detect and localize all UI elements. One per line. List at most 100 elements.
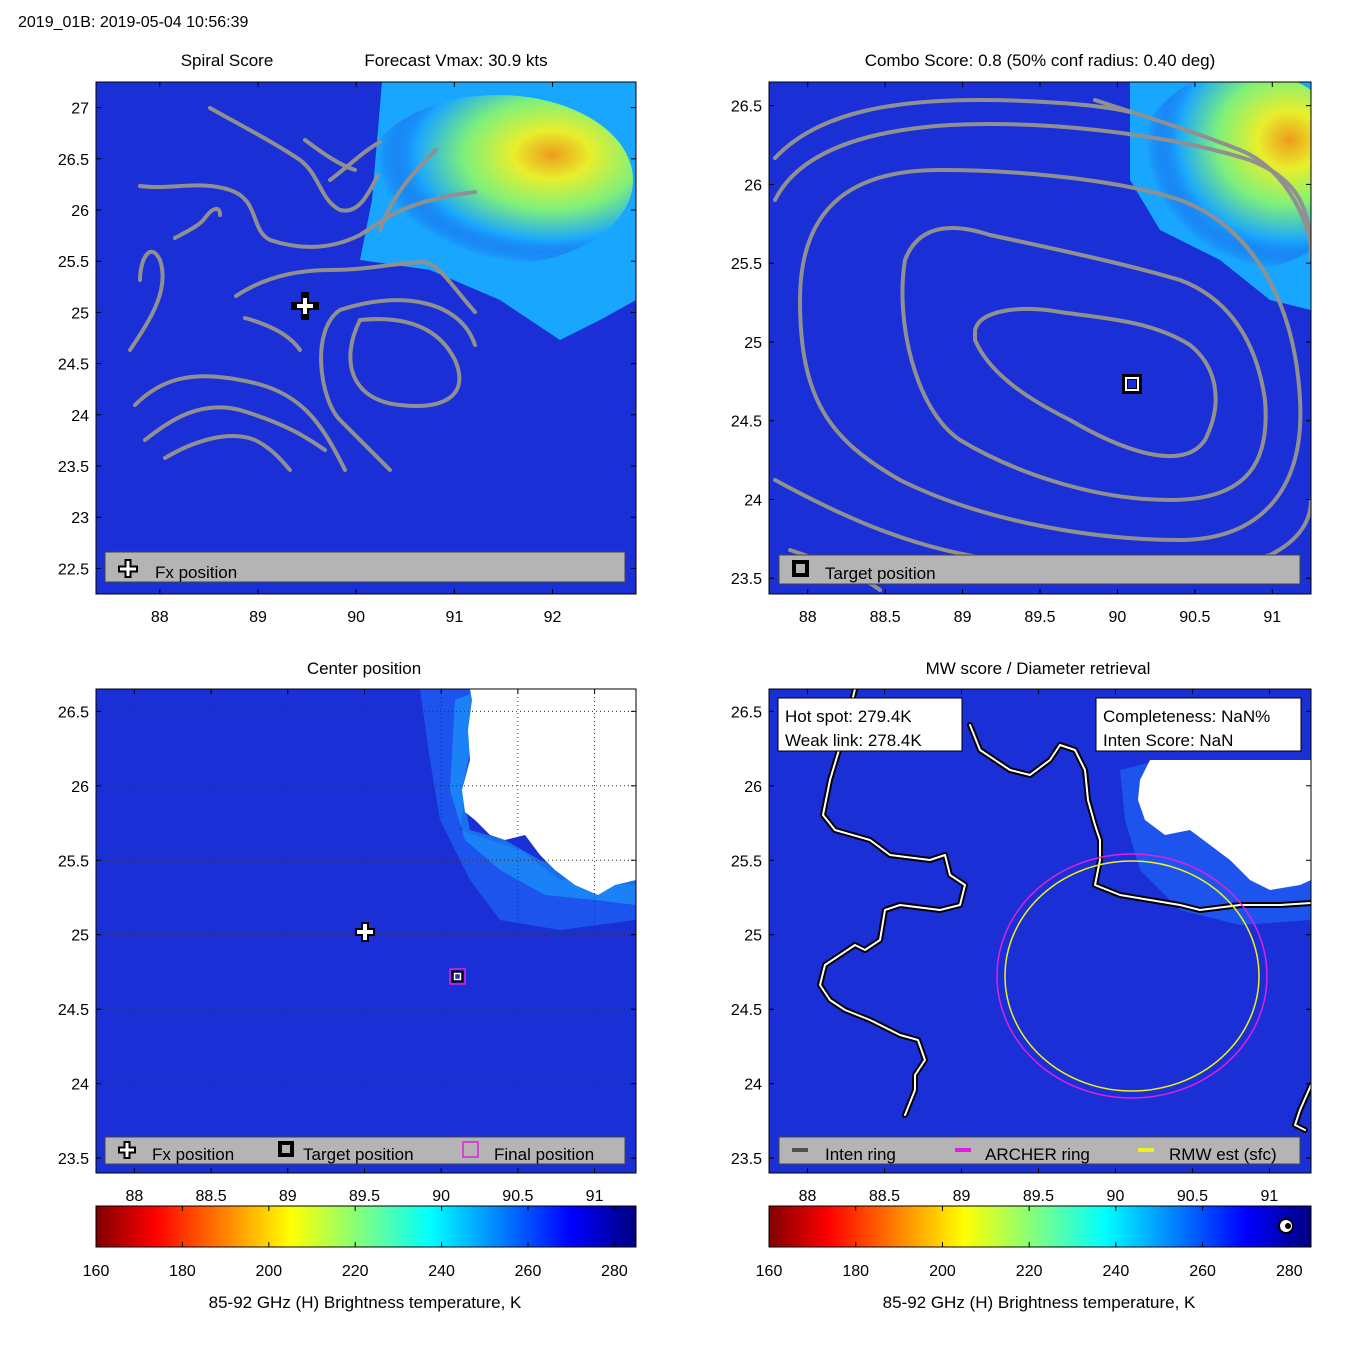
combo-ticks: 88 88.5 89 89.5 90 90.5 91 23.5 24 24.5 25 25.5 26 26… xyxy=(731,82,1311,626)
x-tick-label: 88 xyxy=(799,1188,817,1205)
center-title: Center position xyxy=(307,659,421,678)
combo-legend-target-label: Target position xyxy=(825,564,936,583)
y-tick-label: 26.5 xyxy=(58,704,89,721)
legend-fx-icon-fill xyxy=(120,561,136,576)
y-tick-label: 25.5 xyxy=(731,853,762,870)
center-final-marker xyxy=(449,968,466,985)
colorbar-left-label: 85-92 GHz (H) Brightness temperature, K xyxy=(209,1293,522,1312)
hot-spot-label: Hot spot: 279.4K xyxy=(785,707,912,726)
y-tick-label: 23 xyxy=(71,510,89,527)
center-legend-target-label: Target position xyxy=(303,1145,414,1164)
rmw-estimate-ring xyxy=(1004,860,1260,1092)
spiral-contour xyxy=(133,374,347,472)
legend-target-icon xyxy=(792,560,809,577)
mw-axes-frame xyxy=(768,688,1312,1174)
x-tick-label: 90 xyxy=(432,1188,450,1205)
center-fx-marker xyxy=(355,922,375,942)
target-position-marker xyxy=(1122,374,1142,394)
y-tick-label: 24 xyxy=(744,492,762,509)
spiral-contour xyxy=(208,106,380,213)
y-tick-label: 26 xyxy=(744,177,762,194)
x-tick-label: 89.5 xyxy=(1023,1188,1054,1205)
mw-info-right: Completeness: NaN% Inten Score: NaN xyxy=(1095,697,1302,752)
spiral-contour xyxy=(378,148,438,232)
colorbar-left-gradient xyxy=(95,1205,637,1248)
y-tick-label: 26 xyxy=(71,203,89,220)
y-tick-label: 24 xyxy=(71,408,89,425)
colorbar-right: 160 180 200 220 240 260 280 85-92 GHz (H) Brig… xyxy=(756,1205,1312,1312)
y-tick-label: 26.5 xyxy=(58,152,89,169)
center-axes-frame xyxy=(95,688,637,1174)
colorbar-tick-label: 160 xyxy=(83,1263,110,1280)
mw-legend-inten-label: Inten ring xyxy=(825,1145,896,1164)
x-tick-label: 91 xyxy=(1261,1188,1279,1205)
y-tick-label: 25 xyxy=(744,335,762,352)
y-tick-label: 25 xyxy=(71,305,89,322)
spiral-contour xyxy=(128,249,165,352)
y-tick-label: 23.5 xyxy=(58,459,89,476)
weak-link-label: Weak link: 278.4K xyxy=(785,731,922,750)
colorbar-tick-label: 200 xyxy=(929,1263,956,1280)
mw-ticks: 88 88.5 89 89.5 90 90.5 91 23.5 24 24.5 25 25.5 26 26… xyxy=(731,689,1311,1205)
combo-panel: Combo Score: 0.8 (50% conf radius: 0.40 … xyxy=(731,51,1312,626)
y-tick-label: 26 xyxy=(744,779,762,796)
x-tick-label: 89 xyxy=(954,609,972,626)
center-edge-band xyxy=(420,689,636,930)
x-tick-label: 88.5 xyxy=(195,1188,226,1205)
x-tick-label: 90.5 xyxy=(1177,1188,1208,1205)
spiral-axes-frame xyxy=(95,81,637,595)
combo-legend-box xyxy=(778,554,1301,585)
y-tick-label: 26 xyxy=(71,779,89,796)
colorbar-tick-label: 160 xyxy=(756,1263,783,1280)
inten-score-label: Inten Score: NaN xyxy=(1103,731,1233,750)
x-tick-label: 91 xyxy=(1263,609,1281,626)
spiral-vmax-label: Forecast Vmax: 30.9 kts xyxy=(364,51,547,70)
combo-contour xyxy=(773,122,1311,262)
colorbar-tick-label: 280 xyxy=(601,1263,628,1280)
colorbar-tick-label: 240 xyxy=(428,1263,455,1280)
spiral-contour xyxy=(143,405,327,452)
fx-cross-fill xyxy=(297,298,313,314)
mw-plot-area: Hot spot: 279.4K Weak link: 278.4K Compl… xyxy=(769,689,1311,1173)
inten-ring-segment-highlight xyxy=(1294,1084,1311,1131)
x-tick-label: 91 xyxy=(445,609,463,626)
spiral-score-contours xyxy=(128,106,477,472)
spiral-plot-area: Fx position xyxy=(96,82,636,594)
mw-inten-rings xyxy=(817,689,1311,1133)
y-tick-label: 25.5 xyxy=(58,254,89,271)
center-grid xyxy=(96,689,636,1173)
y-tick-label: 24 xyxy=(71,1077,89,1094)
spiral-contour xyxy=(234,259,477,314)
colorbar-right-label: 85-92 GHz (H) Brightness temperature, K xyxy=(883,1293,1196,1312)
eye-icon-pupil xyxy=(1285,1223,1291,1229)
y-tick-label: 25.5 xyxy=(731,256,762,273)
combo-legend: Target position xyxy=(778,554,1301,585)
y-tick-label: 24.5 xyxy=(58,357,89,374)
colorbar-left-ticks: 160 180 200 220 240 260 280 xyxy=(83,1206,628,1280)
x-tick-label: 89.5 xyxy=(1024,609,1055,626)
spiral-ticks: 88 89 90 91 92 22.5 23 23.5 24 24.5 25 25.5 26 26.5 27 xyxy=(58,82,636,626)
x-tick-label: 88 xyxy=(151,609,169,626)
spiral-contour xyxy=(319,298,477,472)
target-square-fill xyxy=(1125,377,1139,391)
colorbar-tick-label: 180 xyxy=(842,1263,869,1280)
final-position-square xyxy=(449,968,466,985)
combo-contour xyxy=(973,307,1218,459)
combo-contour xyxy=(797,167,1303,543)
center-legend-fx-icon-fill xyxy=(120,1143,134,1157)
mw-info-left: Hot spot: 279.4K Weak link: 278.4K xyxy=(777,697,963,752)
center-ticks: 88 88.5 89 89.5 90 90.5 91 23.5 24 24.5 25 25.5 26 26… xyxy=(58,689,636,1205)
spiral-contour xyxy=(163,434,292,472)
x-tick-label: 89 xyxy=(953,1188,971,1205)
y-tick-label: 24.5 xyxy=(731,1002,762,1019)
mw-legend-archer-label: ARCHER ring xyxy=(985,1145,1090,1164)
y-tick-label: 27 xyxy=(71,101,89,118)
spiral-warm-core xyxy=(363,95,633,265)
center-legend-final-label: Final position xyxy=(494,1145,594,1164)
spiral-contour xyxy=(328,140,382,182)
center-warm-edge xyxy=(450,690,636,905)
spiral-contour xyxy=(348,317,462,408)
inten-ring-segment-highlight xyxy=(969,724,1311,911)
mw-title: MW score / Diameter retrieval xyxy=(926,659,1151,678)
y-tick-label: 26.5 xyxy=(731,99,762,116)
